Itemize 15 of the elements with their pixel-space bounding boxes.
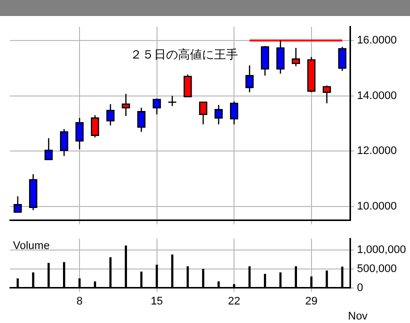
annotation: ２５日の高値に王手 [130,48,238,62]
x-tick-label: 15 [150,295,163,308]
y-tick-label: 14.0000 [357,90,397,102]
y-tick-label: 500,000 [357,262,397,275]
y-tick-label: 12.0000 [357,145,397,158]
candlestick [168,95,177,107]
y-tick-label: 16.0000 [357,34,397,46]
x-tick-label: 22 [228,295,240,308]
chart-title: Volume [13,240,50,252]
y-tick-label: 0 [357,282,364,294]
y-tick-label: 1,000,000 [357,244,406,256]
y-tick-label: 10.0000 [357,200,397,213]
text: Nov [348,310,368,323]
x-tick-label: 8 [76,295,83,308]
x-tick-label: 29 [305,295,318,308]
